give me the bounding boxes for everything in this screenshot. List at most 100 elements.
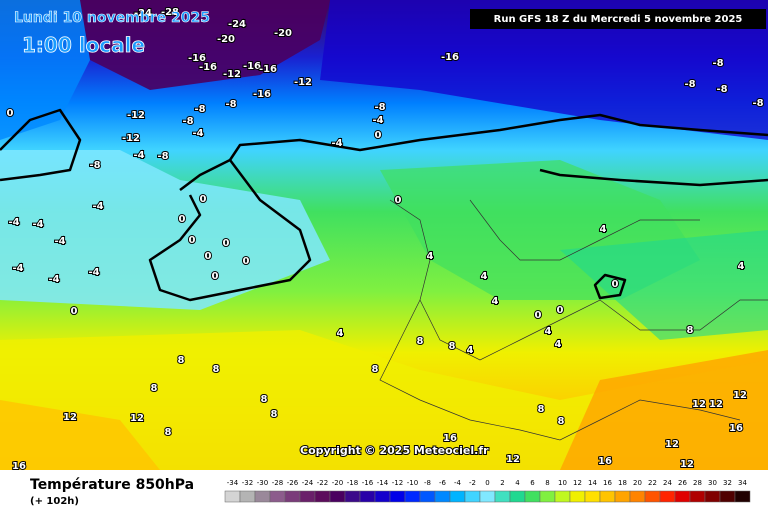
scale-label: 22 bbox=[648, 479, 657, 487]
scale-swatch bbox=[554, 490, 571, 503]
scale-label: -22 bbox=[317, 479, 328, 487]
contour-label: -4 bbox=[372, 115, 383, 126]
scale-swatch bbox=[404, 490, 421, 503]
scale-label: -8 bbox=[424, 479, 431, 487]
scale-swatch bbox=[269, 490, 286, 503]
contour-label: 0 bbox=[223, 238, 230, 249]
contour-label: -4 bbox=[12, 263, 23, 274]
contour-label: -8 bbox=[182, 116, 193, 127]
scale-label: 8 bbox=[545, 479, 549, 487]
scale-label: 20 bbox=[633, 479, 642, 487]
scale-swatch bbox=[719, 490, 736, 503]
contour-label: 8 bbox=[538, 404, 545, 415]
contour-label: -8 bbox=[684, 79, 695, 90]
contour-label: 0 bbox=[395, 195, 402, 206]
scale-label: 14 bbox=[588, 479, 597, 487]
contour-label: -16 bbox=[259, 64, 277, 75]
scale-swatch bbox=[389, 490, 406, 503]
contour-label: -8 bbox=[225, 99, 236, 110]
contour-label: -8 bbox=[712, 58, 723, 69]
contour-label: -12 bbox=[223, 69, 241, 80]
scale-label: 18 bbox=[618, 479, 627, 487]
scale-swatch bbox=[629, 490, 646, 503]
scale-label: 10 bbox=[558, 479, 567, 487]
scale-label: 2 bbox=[500, 479, 504, 487]
scale-swatch bbox=[599, 490, 616, 503]
scale-label: -6 bbox=[439, 479, 447, 487]
scale-swatch bbox=[659, 490, 676, 503]
scale-label: -28 bbox=[272, 479, 283, 487]
scale-swatch bbox=[644, 490, 661, 503]
run-box bbox=[470, 9, 766, 29]
contour-label: -12 bbox=[127, 110, 145, 121]
contour-label: -4 bbox=[54, 236, 65, 247]
contour-label: 8 bbox=[213, 364, 220, 375]
contour-label: -16 bbox=[243, 61, 261, 72]
scale-swatch bbox=[254, 490, 271, 503]
contour-label: 4 bbox=[481, 271, 488, 282]
contour-label: 0 bbox=[375, 130, 382, 141]
scale-label: -10 bbox=[407, 479, 418, 487]
scale-swatch bbox=[314, 490, 331, 503]
scale-swatch bbox=[524, 490, 541, 503]
scale-label: 4 bbox=[515, 479, 520, 487]
contour-label: -4 bbox=[331, 138, 342, 149]
contour-label: 8 bbox=[271, 409, 278, 420]
scale-swatch bbox=[359, 490, 376, 503]
contour-label: 16 bbox=[443, 433, 457, 444]
scale-label: -20 bbox=[332, 479, 343, 487]
contour-label: -4 bbox=[92, 201, 103, 212]
scale-label: 26 bbox=[678, 479, 687, 487]
contour-label: -8 bbox=[194, 104, 205, 115]
scale-swatch bbox=[239, 490, 256, 503]
scale-swatch bbox=[449, 490, 466, 503]
contour-label: 4 bbox=[337, 328, 344, 339]
scale-swatch bbox=[674, 490, 691, 503]
scale-swatch bbox=[224, 490, 241, 503]
scale-swatch bbox=[569, 490, 586, 503]
forecast-time: 1:00 locale bbox=[22, 33, 145, 57]
contour-label: -16 bbox=[199, 62, 217, 73]
scale-label: -24 bbox=[302, 479, 314, 487]
contour-label: 8 bbox=[687, 325, 694, 336]
contour-label: -24 bbox=[134, 8, 152, 19]
contour-label: -4 bbox=[192, 128, 203, 139]
run-info: Run GFS 18 Z du Mercredi 5 novembre 2025 bbox=[494, 14, 743, 25]
color-scale: -34 -32 -30 -28 -26 -24 -22 -20 -18 -16 -14 -12 -10-… bbox=[224, 479, 751, 503]
contour-label: -8 bbox=[374, 102, 385, 113]
scale-swatch bbox=[704, 490, 721, 503]
contour-label: -4 bbox=[133, 150, 144, 161]
contour-label: 16 bbox=[12, 461, 26, 472]
contour-label: 0 bbox=[212, 271, 219, 282]
scale-swatch bbox=[344, 490, 361, 503]
contour-label: -12 bbox=[294, 77, 312, 88]
contour-label: -8 bbox=[716, 84, 727, 95]
contour-label: 8 bbox=[449, 341, 456, 352]
contour-label: 8 bbox=[558, 416, 565, 427]
contour-label: -16 bbox=[253, 89, 271, 100]
scale-label: 6 bbox=[530, 479, 535, 487]
scale-swatch bbox=[464, 490, 481, 503]
contour-label: -16 bbox=[188, 53, 206, 64]
contour-label: 0 bbox=[205, 251, 212, 262]
contour-label: 12 bbox=[506, 454, 520, 465]
contour-label: 12 bbox=[63, 412, 77, 423]
scale-label: 12 bbox=[573, 479, 582, 487]
contour-label: -8 bbox=[752, 98, 763, 109]
scale-label: 32 bbox=[723, 479, 732, 487]
scale-swatch bbox=[374, 490, 391, 503]
scale-label: -16 bbox=[362, 479, 374, 487]
scale-swatch bbox=[419, 490, 436, 503]
forecast-date: Lundi 10 novembre 2025 bbox=[14, 10, 210, 26]
map bbox=[0, 0, 768, 470]
contour-label: 0 bbox=[7, 108, 14, 119]
legend-subtitle: (+ 102h) bbox=[30, 496, 79, 507]
contour-label: 0 bbox=[189, 235, 196, 246]
scale-swatch bbox=[614, 490, 631, 503]
contour-label: -12 bbox=[122, 133, 140, 144]
contour-label: 12 bbox=[665, 439, 679, 450]
scale-label: 34 bbox=[738, 479, 747, 487]
scale-label: 28 bbox=[693, 479, 702, 487]
scale-label: 30 bbox=[708, 479, 717, 487]
